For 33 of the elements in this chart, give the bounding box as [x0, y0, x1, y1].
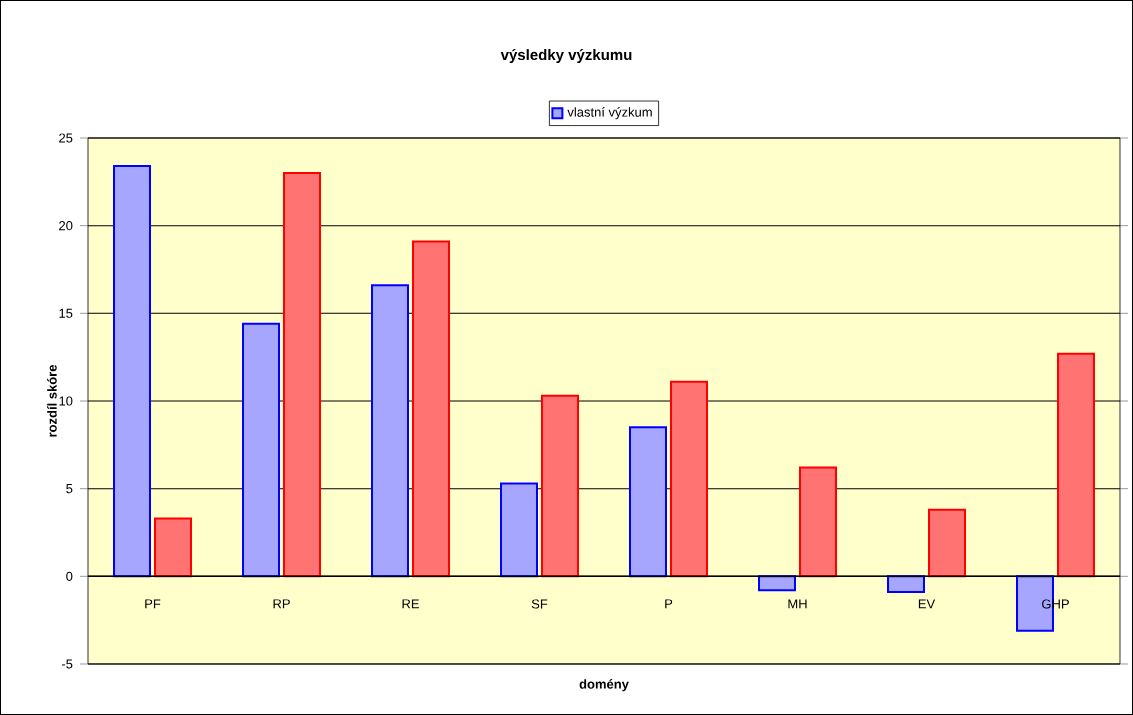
- bar: [412, 240, 450, 578]
- bar: [500, 482, 538, 578]
- x-tick-label: RP: [273, 599, 290, 609]
- x-tick-label: P: [665, 599, 673, 609]
- legend-label: vlastní výzkum: [567, 107, 652, 120]
- y-tick-label: -5: [61, 659, 73, 669]
- y-tick-label: 25: [59, 133, 73, 143]
- bar: [283, 172, 322, 578]
- chart-title: výsledky výzkumu: [500, 48, 632, 64]
- bar: [927, 508, 966, 578]
- y-tick-label: 20: [59, 221, 73, 231]
- bar: [670, 380, 708, 578]
- x-tick-label: MH: [788, 599, 807, 609]
- bar: [541, 394, 580, 578]
- x-tick-label: PF: [145, 599, 161, 609]
- y-tick-label: 15: [59, 308, 73, 318]
- y-axis-title: rozdíl skóre: [47, 364, 57, 437]
- x-tick-label: EV: [918, 599, 936, 609]
- bar: [242, 322, 281, 578]
- x-tick-label: RE: [402, 599, 419, 609]
- bar: [799, 466, 837, 578]
- bar: [154, 517, 193, 578]
- bar: [887, 575, 925, 594]
- bar: [1057, 352, 1095, 578]
- y-tick-label: 5: [66, 484, 73, 494]
- y-tick-label: 0: [66, 571, 73, 581]
- y-tick-label: 10: [59, 396, 73, 406]
- bar: [371, 284, 410, 578]
- x-axis-title: domény: [579, 679, 629, 692]
- bar: [758, 575, 796, 592]
- bar: [629, 426, 667, 578]
- bar: [113, 165, 152, 578]
- x-tick-label: SF: [531, 599, 548, 609]
